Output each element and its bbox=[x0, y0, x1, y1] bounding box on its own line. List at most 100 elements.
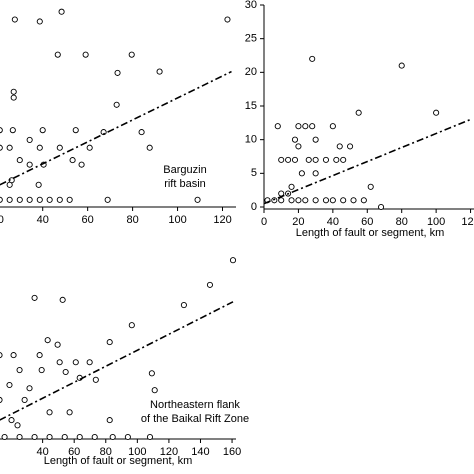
annotation: of the Baikal Rift Zone bbox=[141, 413, 249, 425]
point bbox=[59, 296, 66, 303]
point bbox=[36, 352, 43, 359]
trend-line bbox=[0, 70, 232, 186]
point bbox=[26, 385, 33, 392]
x-tick-label: 20 bbox=[0, 214, 4, 226]
point bbox=[322, 156, 330, 163]
point bbox=[10, 94, 17, 101]
point bbox=[72, 127, 79, 134]
point bbox=[91, 433, 98, 441]
point bbox=[180, 301, 187, 309]
annotation: rift basin bbox=[164, 178, 206, 190]
point bbox=[86, 359, 93, 366]
point bbox=[82, 51, 89, 58]
point bbox=[106, 417, 113, 424]
point bbox=[340, 197, 347, 204]
point bbox=[54, 341, 61, 348]
point bbox=[302, 123, 309, 130]
point bbox=[46, 196, 53, 203]
point bbox=[148, 370, 155, 377]
point bbox=[288, 183, 295, 190]
point bbox=[146, 144, 153, 151]
point bbox=[6, 144, 13, 151]
x-tick-label: 120 bbox=[160, 446, 178, 458]
point bbox=[274, 123, 281, 130]
x-tick-label: 40 bbox=[37, 214, 49, 226]
point bbox=[56, 144, 63, 151]
point bbox=[309, 55, 316, 62]
x-tick-label: 0 bbox=[261, 216, 267, 228]
point bbox=[312, 197, 319, 204]
point bbox=[340, 156, 347, 163]
point bbox=[128, 51, 135, 58]
point bbox=[347, 143, 354, 150]
x-tick-label: 120 bbox=[213, 214, 231, 226]
trend-line bbox=[263, 118, 471, 205]
x-tick-label: 100 bbox=[168, 214, 186, 226]
point bbox=[78, 161, 85, 168]
point bbox=[10, 352, 17, 359]
point bbox=[312, 136, 319, 143]
point bbox=[31, 433, 38, 441]
point bbox=[8, 417, 15, 424]
point bbox=[58, 8, 65, 15]
point bbox=[377, 203, 385, 211]
x-axis-label: Length of fault or segment, km bbox=[296, 227, 445, 239]
trend-line bbox=[0, 301, 234, 421]
x-tick-label: 160 bbox=[223, 446, 241, 458]
point bbox=[278, 197, 285, 204]
point bbox=[66, 196, 73, 203]
x-tick-label: 60 bbox=[68, 446, 80, 458]
point bbox=[350, 197, 357, 204]
point bbox=[291, 136, 299, 143]
point bbox=[367, 183, 374, 190]
point bbox=[360, 197, 367, 204]
point bbox=[329, 197, 336, 204]
point bbox=[31, 294, 38, 301]
point bbox=[38, 366, 45, 374]
point bbox=[6, 181, 13, 188]
point bbox=[1, 433, 8, 441]
point bbox=[194, 196, 201, 203]
x-tick-label: 80 bbox=[126, 214, 138, 226]
point bbox=[106, 339, 113, 346]
point bbox=[35, 181, 42, 188]
y-tick-label: 0 bbox=[251, 201, 257, 213]
x-tick-label: 100 bbox=[427, 216, 445, 228]
point bbox=[224, 16, 231, 23]
x-tick-label: 80 bbox=[100, 446, 112, 458]
point bbox=[36, 18, 43, 25]
point bbox=[288, 197, 295, 204]
point bbox=[46, 409, 53, 416]
point bbox=[305, 156, 312, 163]
point bbox=[285, 156, 292, 163]
annotation: Barguzin bbox=[163, 164, 206, 176]
point bbox=[56, 196, 63, 203]
point bbox=[69, 157, 76, 164]
y-tick-label: 15 bbox=[245, 100, 257, 112]
point bbox=[56, 359, 63, 366]
point bbox=[21, 396, 28, 404]
point bbox=[62, 368, 69, 376]
point bbox=[0, 196, 3, 203]
point bbox=[322, 197, 330, 204]
point bbox=[0, 352, 3, 359]
point bbox=[151, 387, 158, 394]
point bbox=[333, 156, 340, 163]
point bbox=[298, 170, 305, 177]
point bbox=[114, 69, 121, 76]
point bbox=[128, 322, 135, 329]
y-tick-label: 25 bbox=[245, 33, 257, 45]
point bbox=[336, 143, 343, 150]
point bbox=[295, 143, 302, 150]
annotation: Northeastern flank bbox=[150, 399, 240, 411]
point bbox=[206, 281, 214, 288]
point bbox=[14, 422, 21, 429]
point bbox=[295, 197, 302, 204]
point bbox=[16, 433, 23, 441]
point bbox=[11, 16, 18, 23]
point bbox=[16, 157, 23, 164]
point bbox=[10, 88, 17, 95]
point bbox=[309, 123, 316, 130]
point bbox=[156, 68, 163, 75]
point bbox=[66, 409, 73, 416]
